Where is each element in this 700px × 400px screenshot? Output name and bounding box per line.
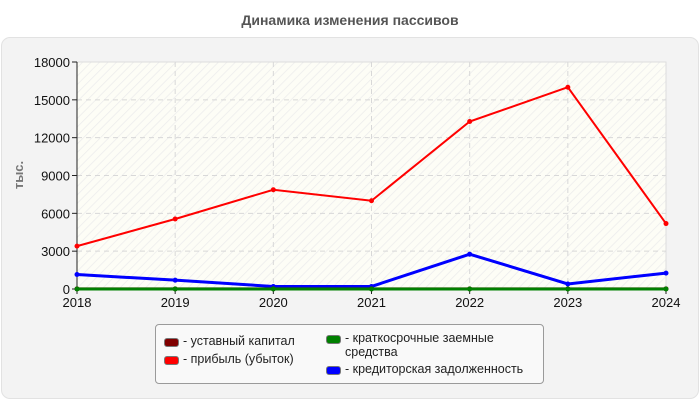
legend-swatch [326, 335, 341, 344]
x-tick-label: 2021 [357, 295, 386, 310]
legend-swatch [164, 338, 179, 347]
legend-item-capital[interactable]: - уставный капитал [164, 334, 334, 348]
x-tick-label: 2020 [259, 295, 288, 310]
y-tick-label: 9000 [41, 169, 70, 184]
y-tick-label: 15000 [34, 93, 70, 108]
y-tick-label: 12000 [34, 131, 70, 146]
x-tick-label: 2023 [553, 295, 582, 310]
data-point[interactable] [172, 277, 178, 283]
y-tick-label: 18000 [34, 55, 70, 70]
x-tick-label: 2024 [652, 295, 681, 310]
legend: - уставный капитал - прибыль (убыток) - … [155, 324, 544, 384]
y-tick-label: 0 [63, 282, 70, 297]
data-point[interactable] [74, 243, 80, 249]
axes: 0 3000 6000 9000 12000 15000 18000 2018 2019 2020… [34, 55, 681, 310]
y-axis-label: тыс. [11, 161, 26, 189]
gridlines [77, 62, 666, 289]
data-point[interactable] [74, 271, 80, 277]
x-tick-label: 2019 [161, 295, 190, 310]
data-point[interactable] [369, 198, 374, 204]
legend-item-profit[interactable]: - прибыль (убыток) [164, 352, 334, 366]
legend-item-payables[interactable]: - кредиторская задолженность [326, 362, 541, 376]
series-lines [74, 84, 669, 292]
data-point[interactable] [172, 216, 178, 222]
data-point[interactable] [270, 286, 276, 292]
data-point[interactable] [565, 281, 571, 287]
data-point[interactable] [565, 286, 571, 292]
data-point[interactable] [467, 251, 473, 257]
data-point[interactable] [467, 286, 473, 292]
data-point[interactable] [565, 84, 571, 90]
legend-swatch [164, 356, 179, 365]
data-point[interactable] [467, 119, 473, 125]
data-point[interactable] [74, 286, 80, 292]
chart-title: Динамика изменения пассивов [241, 12, 459, 28]
x-tick-label: 2022 [455, 295, 484, 310]
y-tick-label: 3000 [41, 244, 70, 259]
data-point[interactable] [270, 187, 276, 193]
data-point[interactable] [663, 221, 669, 227]
data-point[interactable] [663, 286, 669, 292]
legend-item-short-term-loans[interactable]: - краткосрочные заемные средства [326, 331, 536, 359]
x-tick-label: 2018 [63, 295, 92, 310]
y-tick-label: 6000 [41, 206, 70, 221]
legend-swatch [326, 366, 341, 375]
data-point[interactable] [663, 270, 669, 276]
data-point[interactable] [172, 286, 178, 292]
data-point[interactable] [369, 286, 374, 292]
